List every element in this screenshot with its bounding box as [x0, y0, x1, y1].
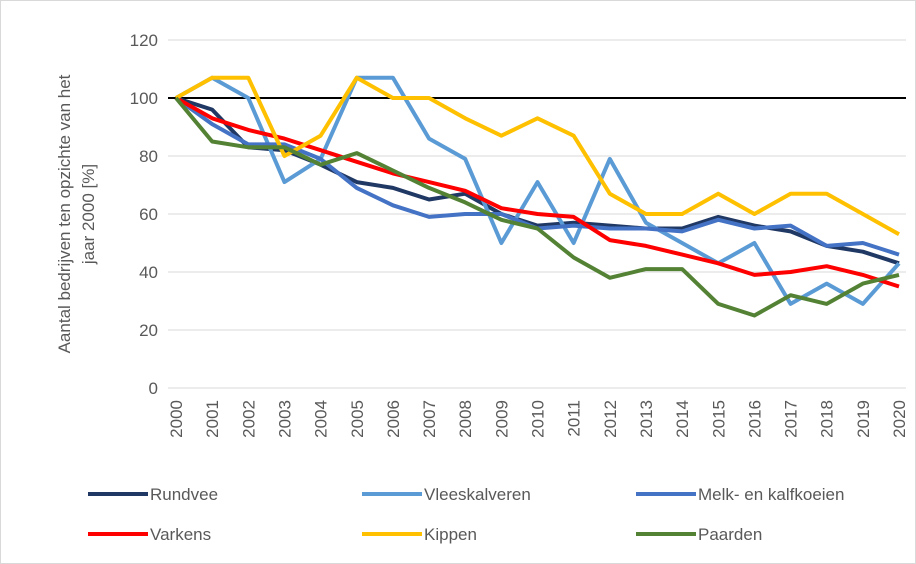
x-tick-label: 2005 — [348, 400, 367, 438]
x-tick-label: 2004 — [312, 400, 331, 438]
y-tick-label: 40 — [139, 263, 158, 282]
x-tick-label: 2014 — [673, 400, 692, 438]
x-tick-label: 2010 — [529, 400, 548, 438]
y-axis-label: jaar 2000 [%] — [79, 164, 98, 265]
x-tick-label: 2017 — [782, 400, 801, 438]
y-tick-label: 100 — [130, 89, 158, 108]
x-tick-label: 2008 — [456, 400, 475, 438]
series-line — [175, 96, 900, 289]
y-tick-label: 120 — [130, 31, 158, 50]
x-tick-label: 2006 — [384, 400, 403, 438]
x-tick-label: 2011 — [565, 400, 584, 437]
series-line — [174, 96, 900, 318]
legend-label: Melk- en kalfkoeien — [698, 485, 844, 504]
x-tick-label: 2013 — [637, 400, 656, 438]
x-tick-label: 2009 — [492, 400, 511, 438]
legend-label: Vleeskalveren — [424, 485, 531, 504]
legend-label: Varkens — [150, 525, 211, 544]
legend-label: Kippen — [424, 525, 477, 544]
x-tick-label: 2001 — [203, 400, 222, 438]
x-tick-label: 2019 — [854, 400, 873, 438]
x-tick-label: 2016 — [745, 400, 764, 438]
legend-label: Rundvee — [150, 485, 218, 504]
y-tick-label: 60 — [139, 205, 158, 224]
x-tick-label: 2018 — [818, 400, 837, 438]
x-tick-label: 2000 — [167, 400, 186, 438]
series-line — [175, 75, 901, 306]
x-tick-label: 2012 — [601, 400, 620, 438]
x-tick-label: 2015 — [709, 400, 728, 438]
x-tick-label: 2002 — [239, 400, 258, 438]
x-tick-label: 2003 — [275, 400, 294, 438]
series-line — [175, 75, 900, 237]
y-tick-label: 20 — [139, 321, 158, 340]
y-tick-label: 80 — [139, 147, 158, 166]
legend-label: Paarden — [698, 525, 762, 544]
x-tick-label: 2020 — [890, 400, 909, 438]
y-tick-label: 0 — [149, 379, 158, 398]
x-tick-label: 2007 — [420, 400, 439, 438]
y-axis-label: Aantal bedrijven ten opzichte van het — [55, 74, 74, 353]
